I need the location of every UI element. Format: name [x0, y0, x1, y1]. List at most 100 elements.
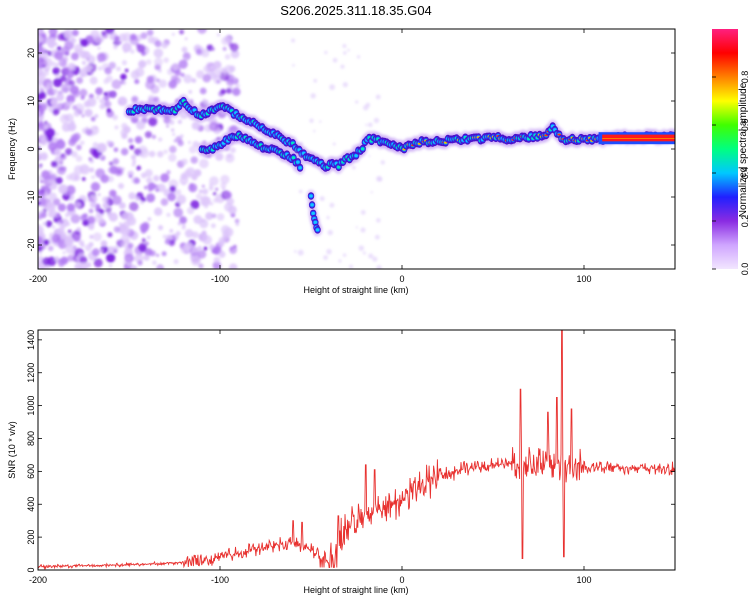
speckle-dot — [40, 179, 44, 184]
speckle-dot — [72, 105, 78, 111]
speckle-dot — [66, 94, 76, 104]
speckle-dot — [213, 256, 221, 264]
speckle-dot — [112, 158, 120, 165]
snr-y-ticks: 0 200 400 600 800 1000 1200 1400 — [26, 330, 675, 573]
speckle-dot — [131, 162, 136, 167]
speckle-dot — [41, 170, 50, 179]
speckle-dot — [298, 189, 303, 194]
speckle-dot — [91, 42, 95, 46]
speckle-dot — [234, 83, 241, 89]
speckle-dot — [222, 68, 228, 74]
speckle-dot — [163, 149, 168, 155]
speckle-dot — [229, 65, 236, 72]
speckle-dot — [75, 155, 83, 162]
speckle-dot — [347, 48, 350, 52]
speckle-dot — [58, 226, 65, 233]
speckle-dot — [76, 77, 84, 84]
speckle-dot — [182, 223, 186, 227]
speckle-dot — [368, 154, 371, 158]
speckle-dot — [213, 60, 222, 69]
speckle-dot — [43, 70, 50, 76]
speckle-dot — [313, 78, 318, 83]
speckle-dot — [64, 212, 70, 218]
speckle-dot — [90, 181, 101, 192]
speckle-dot — [146, 193, 156, 203]
y-tick-label: 20 — [26, 48, 36, 58]
speckle-dot — [121, 80, 127, 86]
speckle-dot — [65, 245, 75, 254]
speckle-dot — [99, 104, 105, 110]
speckle-dot — [73, 234, 81, 242]
speckle-dot — [105, 253, 116, 263]
speckle-dot — [89, 167, 95, 173]
speckle-dot — [51, 233, 62, 244]
ridge-inner-blob — [313, 220, 318, 224]
speckle-dot — [168, 153, 177, 162]
speckle-dot — [309, 118, 314, 123]
speckle-dot — [134, 79, 140, 85]
speckle-dot — [199, 219, 209, 229]
speckle-dot — [120, 73, 127, 81]
speckle-dot — [93, 34, 103, 43]
speckle-dot — [96, 52, 107, 63]
speckle-dot — [152, 96, 160, 104]
speckle-dot — [367, 122, 373, 128]
ridge-inner-blob — [296, 160, 300, 164]
x-tick-label: -200 — [29, 274, 47, 284]
speckle-dot — [199, 158, 209, 169]
speckle-dot — [222, 46, 227, 51]
speckle-dot — [133, 177, 141, 184]
speckle-dot — [84, 65, 92, 73]
speckle-dot — [161, 41, 168, 49]
speckle-dot — [174, 189, 182, 196]
speckle-dot — [218, 240, 225, 247]
speckle-dot — [129, 201, 139, 212]
speckle-dot — [145, 59, 152, 65]
speckle-dot — [177, 140, 184, 147]
speckle-dot — [80, 38, 89, 47]
speckle-dot — [176, 194, 187, 205]
speckle-dot — [79, 70, 87, 78]
speckle-dot — [40, 266, 46, 269]
speckle-dot — [198, 263, 204, 269]
speckle-dot — [205, 68, 213, 75]
speckle-dot — [212, 191, 217, 196]
speckle-dot — [121, 60, 128, 66]
speckle-dot — [224, 191, 232, 199]
speckle-dot — [166, 170, 171, 175]
speckle-dot — [216, 33, 221, 37]
speckle-dot — [89, 76, 98, 85]
speckle-dot — [127, 242, 134, 249]
speckle-dot — [66, 203, 75, 212]
speckle-dot — [70, 213, 81, 224]
speckle-dot — [229, 246, 234, 251]
speckle-dot — [170, 128, 175, 132]
speckle-dot — [190, 156, 198, 164]
speckle-dot — [38, 196, 41, 202]
speckle-dot — [104, 100, 112, 108]
x-tick-label: -100 — [211, 274, 229, 284]
speckle-dot — [114, 35, 120, 42]
speckle-dot — [137, 260, 143, 266]
speckle-dot — [108, 161, 114, 166]
speckle-dot — [74, 262, 82, 269]
speckle-dot — [92, 202, 96, 206]
snr-x-axis-label: Height of straight line (km) — [303, 585, 408, 595]
speckle-dot — [47, 202, 54, 209]
speckle-dot — [42, 257, 51, 266]
speckle-dot — [89, 234, 94, 239]
speckle-dot — [203, 246, 208, 251]
speckle-dot — [146, 29, 154, 36]
speckle-dot — [342, 43, 347, 48]
speckle-dot — [229, 263, 238, 269]
speckle-dot — [113, 249, 118, 254]
y-tick-label: 1200 — [26, 363, 36, 383]
speckle-dot — [118, 223, 127, 232]
speckle-dot — [95, 87, 103, 95]
speckle-dot — [123, 125, 131, 134]
speckle-dot — [360, 227, 366, 233]
speckle-dot — [79, 256, 88, 265]
y-tick-label: 400 — [26, 497, 36, 512]
speckle-dot — [326, 216, 330, 220]
speckle-dot — [162, 234, 167, 239]
